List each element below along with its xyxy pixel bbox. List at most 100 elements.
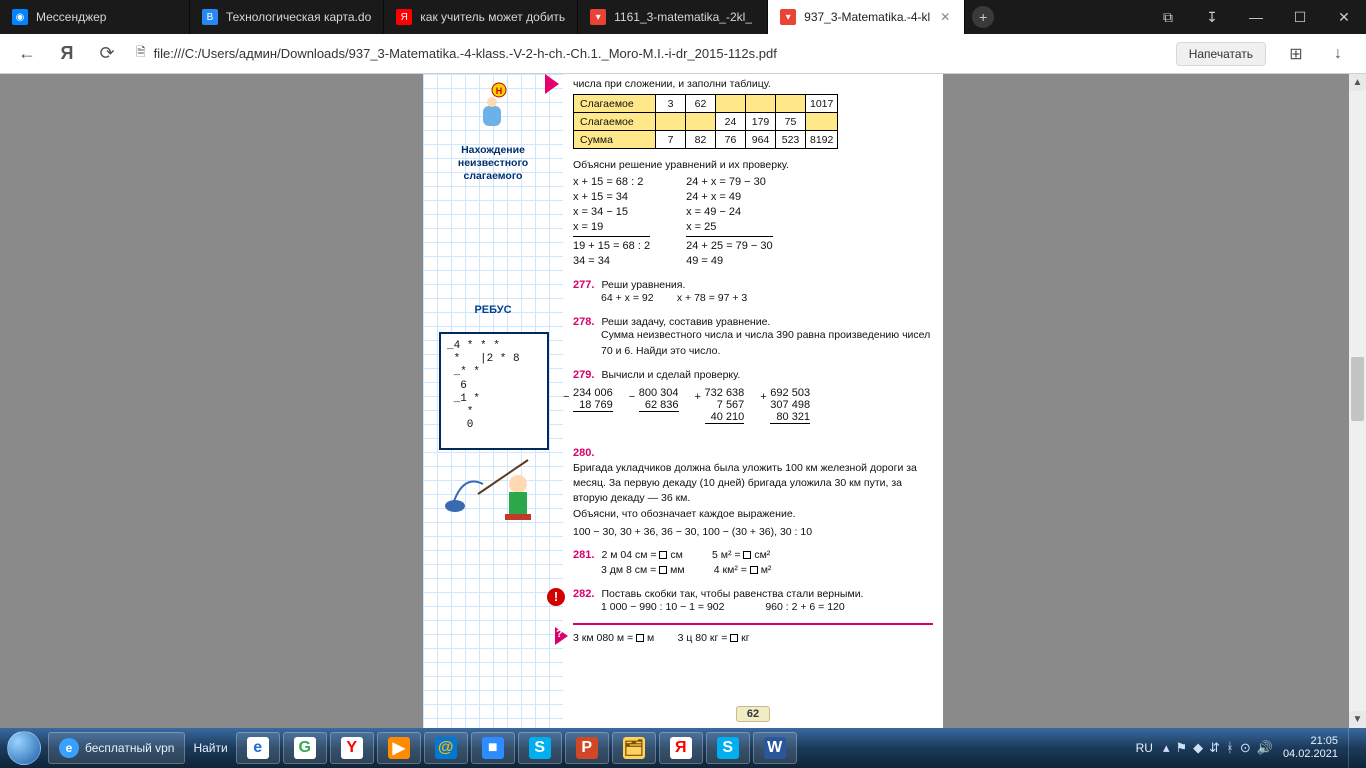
extensions-icon[interactable]: ⊞ xyxy=(1284,44,1308,64)
taskbar-item[interactable]: ■ xyxy=(471,732,515,764)
tray-icons[interactable]: ▴ ⚑ ◆ ⇵ ᚼ ⊙ 🔊 xyxy=(1163,740,1273,756)
tab-favicon: Я xyxy=(396,9,412,25)
table-cell: 76 xyxy=(716,131,746,149)
browser-tab[interactable]: ▾937_3-Matematika.-4-kl✕ xyxy=(768,0,965,34)
url-field[interactable]: 🗎 file:///C:/Users/админ/Downloads/937_3… xyxy=(136,43,1158,64)
svg-text:Н: Н xyxy=(496,86,503,96)
explain-title: Объясни решение уравнений и их проверку. xyxy=(573,159,933,171)
table-cell: 964 xyxy=(746,131,776,149)
browser-tab[interactable]: ◉Мессенджер xyxy=(0,0,190,34)
tray-up-icon[interactable]: ▴ xyxy=(1163,740,1170,756)
taskbar-item[interactable]: ▶ xyxy=(377,732,421,764)
new-tab-button[interactable]: + xyxy=(972,6,994,28)
taskbar-item[interactable]: G xyxy=(283,732,327,764)
table-row-header: Сумма xyxy=(574,131,656,149)
tray-volume-icon[interactable]: 🔊 xyxy=(1257,740,1273,756)
tray-flag-icon[interactable]: ⚑ xyxy=(1175,740,1187,756)
start-button[interactable] xyxy=(0,728,48,768)
vertical-scrollbar[interactable]: ▲ ▼ xyxy=(1349,74,1366,728)
language-indicator[interactable]: RU xyxy=(1136,741,1153,755)
minimize-button[interactable]: — xyxy=(1234,0,1278,34)
table-cell: 8192 xyxy=(806,131,838,149)
taskbar-item[interactable]: S xyxy=(706,732,750,764)
taskbar-search[interactable]: Найти xyxy=(185,732,235,764)
rebus-label: РЕБУС xyxy=(423,304,563,316)
table-cell: 62 xyxy=(686,95,716,113)
question-marker-icon xyxy=(555,627,568,645)
task-title-282: Поставь скобки так, чтобы равенства стал… xyxy=(601,588,863,600)
maximize-button[interactable]: ☐ xyxy=(1278,0,1322,34)
scroll-track[interactable] xyxy=(1349,91,1366,711)
tray-network-icon[interactable]: ⇵ xyxy=(1209,740,1220,756)
pdf-viewer[interactable]: Н Нахождение неизвестного слагаемого РЕБ… xyxy=(0,74,1366,728)
section-marker-icon xyxy=(545,74,559,94)
table-cell: 1017 xyxy=(806,95,838,113)
taskbar-item[interactable]: Я xyxy=(659,732,703,764)
taskbar-item[interactable]: 🗂 xyxy=(612,732,656,764)
task-num-282: 282. xyxy=(573,588,594,600)
browser-tab[interactable]: ▾1161_3-matematika_-2kl_ xyxy=(578,0,768,34)
taskbar-pinned: eGY▶@■SP🗂ЯSW xyxy=(236,728,797,768)
url-text: file:///C:/Users/админ/Downloads/937_3-M… xyxy=(154,46,777,61)
browser-tab[interactable]: BТехнологическая карта.do xyxy=(190,0,384,34)
downloads-icon[interactable]: ↓ xyxy=(1326,45,1350,63)
calc-column: 234 00618 769 xyxy=(573,387,613,436)
table-cell xyxy=(806,113,838,131)
tray-shield-icon[interactable]: ◆ xyxy=(1193,740,1203,756)
task-281-line1: 2 м 04 см = см 5 м² = см² xyxy=(601,549,770,561)
table-cell xyxy=(746,95,776,113)
reload-button[interactable]: ⟳ xyxy=(96,43,118,64)
table-cell: 7 xyxy=(656,131,686,149)
show-desktop-button[interactable] xyxy=(1348,728,1358,768)
taskbar-item[interactable]: @ xyxy=(424,732,468,764)
taskbar: e бесплатный vpn Найти eGY▶@■SP🗂ЯSW RU ▴… xyxy=(0,728,1366,768)
yandex-button[interactable]: Я xyxy=(56,43,78,64)
table-cell xyxy=(776,95,806,113)
task-title-277: Реши уравнения. xyxy=(601,279,685,291)
table-cell: 82 xyxy=(686,131,716,149)
back-button[interactable]: ← xyxy=(16,43,38,64)
scroll-down-button[interactable]: ▼ xyxy=(1349,711,1366,728)
tray-bt-icon[interactable]: ᚼ xyxy=(1226,740,1234,756)
taskbar-item[interactable]: Y xyxy=(330,732,374,764)
history-button[interactable]: ↧ xyxy=(1190,0,1234,34)
task-num-277: 277. xyxy=(573,279,594,291)
equation-columns: x + 15 = 68 : 2x + 15 = 34x = 34 − 15x =… xyxy=(573,175,933,269)
scroll-thumb[interactable] xyxy=(1351,357,1364,421)
taskbar-item[interactable]: W xyxy=(753,732,797,764)
task-num-280: 280. xyxy=(573,447,594,459)
pip-button[interactable]: ⧉ xyxy=(1146,0,1190,34)
taskbar-item[interactable]: P xyxy=(565,732,609,764)
new-tab-area: + xyxy=(965,0,1001,34)
tab-label: 937_3-Matematika.-4-kl xyxy=(804,10,930,24)
calc-column: 732 6387 56740 210 xyxy=(705,387,745,436)
table-cell xyxy=(686,113,716,131)
close-window-button[interactable]: ✕ xyxy=(1322,0,1366,34)
window-controls: ⧉ ↧ — ☐ ✕ xyxy=(1146,0,1366,34)
tab-label: как учитель может добить xyxy=(420,10,565,24)
task-title-279: Вычисли и сделай проверку. xyxy=(601,369,740,381)
mascot-top: Н xyxy=(471,82,515,136)
tab-close-icon[interactable]: ✕ xyxy=(938,10,952,24)
taskbar-item[interactable]: e xyxy=(236,732,280,764)
mascots-bottom xyxy=(433,454,553,524)
site-info-icon[interactable]: 🗎 xyxy=(136,43,146,64)
taskbar-item[interactable]: S xyxy=(518,732,562,764)
tab-label: 1161_3-matematika_-2kl_ xyxy=(614,10,752,24)
calc-row: 234 00618 769 800 30462 836 732 6387 567… xyxy=(573,387,933,436)
tray-headset-icon[interactable]: ⊙ xyxy=(1240,740,1251,756)
exclamation-icon: ! xyxy=(547,588,565,606)
browser-tab[interactable]: Якак учитель может добить xyxy=(384,0,578,34)
taskbar-clock[interactable]: 21:05 04.02.2021 xyxy=(1283,735,1338,760)
page-content: числа при сложении, и заполни таблицу. С… xyxy=(563,74,943,728)
scroll-up-button[interactable]: ▲ xyxy=(1349,74,1366,91)
tab-label: Мессенджер xyxy=(36,10,106,24)
taskbar-running-ie[interactable]: e бесплатный vpn xyxy=(48,732,185,764)
sidebar-topic: Нахождение неизвестного слагаемого xyxy=(431,144,555,183)
print-button[interactable]: Напечатать xyxy=(1176,42,1266,66)
footer-question: 3 км 080 м = м 3 ц 80 кг = кг xyxy=(573,632,750,644)
table-cell xyxy=(656,113,686,131)
table-row-header: Слагаемое xyxy=(574,113,656,131)
page-sidebar: Н Нахождение неизвестного слагаемого РЕБ… xyxy=(423,74,563,728)
task-num-279: 279. xyxy=(573,369,594,381)
